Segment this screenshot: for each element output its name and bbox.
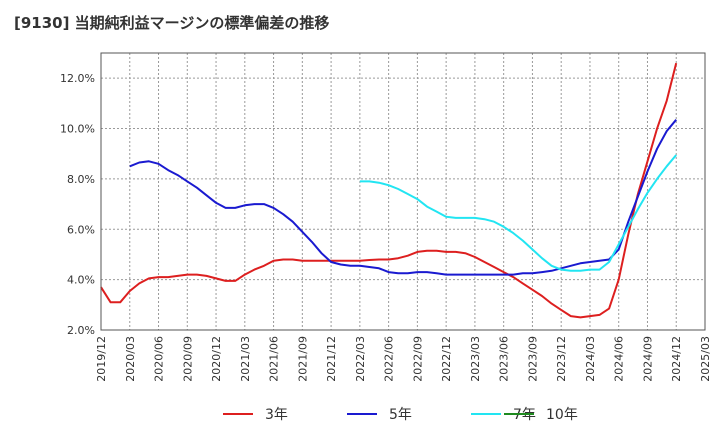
x-tick-label: 2025/03 — [699, 336, 712, 382]
x-tick-label: 2022/06 — [383, 336, 396, 382]
x-tick-label: 2020/06 — [153, 336, 166, 382]
y-tick-label: 10.0% — [60, 123, 95, 136]
x-tick-label: 2020/03 — [124, 336, 137, 382]
y-tick-label: 4.0% — [67, 274, 95, 287]
x-tick-label: 2024/06 — [613, 336, 626, 382]
series-line-2 — [359, 154, 677, 272]
y-tick-label: 2.0% — [67, 324, 95, 337]
x-tick-label: 2021/09 — [296, 336, 309, 382]
x-tick-label: 2023/03 — [469, 336, 482, 382]
x-tick-label: 2021/12 — [325, 336, 338, 382]
x-tick-label: 2024/12 — [670, 336, 683, 382]
legend-label-0: 3年 — [265, 407, 288, 423]
x-tick-label: 2022/03 — [354, 336, 367, 382]
x-tick-label: 2022/09 — [411, 336, 424, 382]
chart-title: [9130] 当期純利益マージンの標準偏差の推移 — [14, 14, 330, 32]
y-axis-ticks: 2.0% 4.0% 6.0% 8.0% 10.0% 12.0% — [60, 72, 95, 337]
x-tick-label: 2024/03 — [584, 336, 597, 382]
x-tick-label: 2019/12 — [95, 336, 108, 382]
x-axis-ticks: 2019/12 2020/03 2020/06 2020/09 2020/12 2021/… — [95, 336, 712, 382]
x-tick-label: 2023/09 — [526, 336, 539, 382]
legend: 3年5年7年10年 — [223, 407, 578, 423]
x-tick-label: 2020/12 — [210, 336, 223, 382]
y-tick-label: 12.0% — [60, 72, 95, 85]
x-tick-label: 2022/12 — [440, 336, 453, 382]
x-tick-label: 2023/06 — [498, 336, 511, 382]
y-tick-label: 6.0% — [67, 223, 95, 236]
x-tick-label: 2023/12 — [555, 336, 568, 382]
y-tick-label: 8.0% — [67, 173, 95, 186]
series-layer — [100, 62, 678, 319]
x-tick-label: 2020/09 — [181, 336, 194, 382]
series-line-1 — [129, 119, 677, 276]
legend-label-3: 10年 — [546, 407, 578, 423]
x-tick-label: 2021/06 — [268, 336, 281, 382]
x-tick-label: 2021/03 — [239, 336, 252, 382]
series-line-0 — [100, 62, 678, 319]
plot-frame — [100, 52, 706, 331]
x-tick-label: 2024/09 — [641, 336, 654, 382]
legend-label-1: 5年 — [389, 407, 412, 423]
